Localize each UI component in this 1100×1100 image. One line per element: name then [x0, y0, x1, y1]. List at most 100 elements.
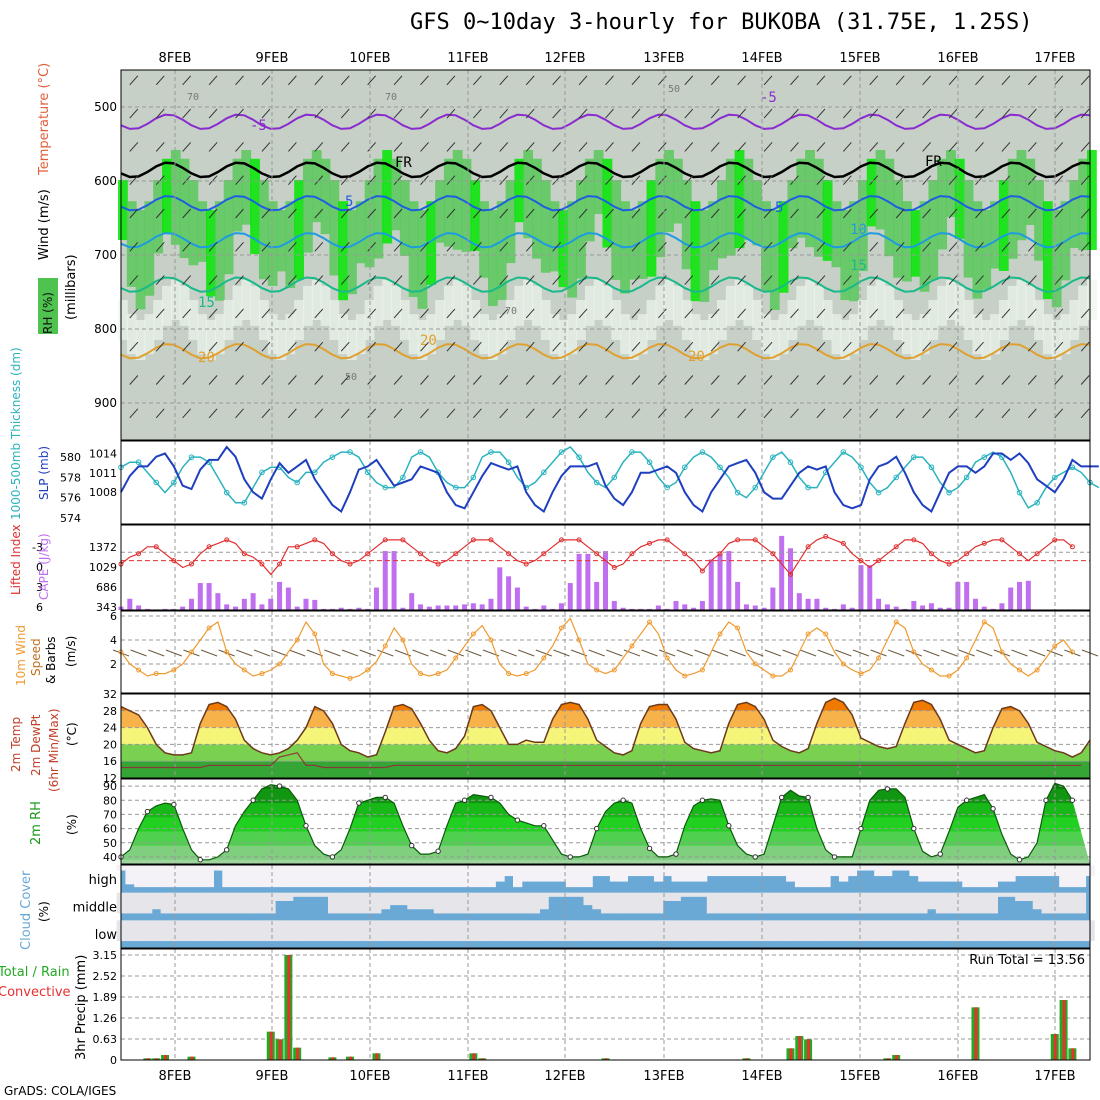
- rh-point: [699, 797, 706, 803]
- cloud-clear-low: [874, 920, 884, 942]
- rh-cell: [981, 210, 992, 290]
- wind-barb: [790, 175, 799, 186]
- thickness-point: [576, 454, 582, 460]
- cloud-clear-middle: [988, 892, 999, 914]
- wind-barb: [816, 341, 826, 352]
- rh-cell: [399, 180, 410, 256]
- wind-barb: [790, 208, 799, 219]
- rh-point: [567, 854, 573, 860]
- rh-point: [805, 794, 811, 801]
- rh-dry-cell: [796, 285, 807, 326]
- rh-dry-cell: [461, 285, 472, 326]
- wind-tick-2: 2: [110, 658, 117, 671]
- li-point: [964, 551, 970, 557]
- wind-barb: [1001, 275, 1011, 285]
- li-point: [312, 537, 318, 543]
- wind-barb: [790, 108, 799, 119]
- wind-speed-point: [488, 637, 494, 643]
- wind-barb: [155, 241, 165, 252]
- cloud-clear-middle: [856, 892, 866, 914]
- ylabel-wind-unit: (m/s): [64, 636, 78, 667]
- rh-cell: [135, 210, 146, 310]
- wind-barb: [525, 308, 535, 319]
- date-label-bottom-11FEB: 11FEB: [447, 1069, 488, 1084]
- wind-barb: [1001, 75, 1011, 86]
- rh-dry-cell: [170, 280, 181, 320]
- cloud-clear-middle: [222, 892, 232, 914]
- thickness-point: [400, 474, 406, 481]
- cloud-clear-low: [416, 920, 426, 942]
- cloud-clear-low: [213, 920, 223, 942]
- wind-barb: [763, 75, 773, 86]
- ylabel-wind-10m: 10m Wind: [14, 625, 28, 686]
- wind-barb: [763, 241, 773, 252]
- ylabel-cape: CAPE (J/kg): [37, 533, 51, 600]
- cloud-clear-middle: [495, 892, 505, 914]
- cloud-clear-low: [151, 920, 162, 942]
- wind-barb: [182, 241, 192, 252]
- surface-wind-barb: [518, 649, 535, 657]
- thickness-point: [752, 484, 759, 491]
- li-point: [576, 537, 582, 543]
- wind-barb: [261, 341, 271, 352]
- wind-barb: [472, 341, 482, 352]
- wind-barb: [420, 375, 429, 385]
- wind-barb: [208, 175, 218, 186]
- cloud-clear-middle: [909, 892, 919, 914]
- cloud-clear-high: [372, 865, 382, 888]
- rh-dry-cell: [294, 300, 304, 340]
- wind-barb: [842, 208, 852, 219]
- cape-bar: [523, 606, 529, 610]
- wind-barb: [657, 375, 667, 385]
- rh-cell: [188, 180, 199, 266]
- cape-bar: [197, 583, 203, 610]
- cloud-clear-high: [1067, 865, 1078, 888]
- rh-cell: [276, 210, 287, 272]
- date-label-bottom-17FEB: 17FEB: [1034, 1069, 1075, 1084]
- rh-dry-cell: [206, 320, 216, 360]
- thickness-point: [611, 474, 618, 481]
- wind-barb: [1027, 142, 1037, 152]
- cloud-clear-low: [583, 920, 593, 942]
- wind-barb: [975, 241, 984, 252]
- cloud-clear-low: [794, 920, 805, 942]
- wind-barb: [287, 308, 297, 319]
- rh-cell: [153, 180, 164, 254]
- wind-speed-line: [120, 617, 1073, 680]
- thickness-point: [329, 454, 336, 460]
- li-point: [999, 537, 1005, 543]
- pressure-tick-800: 800: [94, 322, 117, 336]
- rh-band-0: [121, 856, 1090, 864]
- cloud-clear-high: [336, 865, 347, 888]
- wind-barb: [1080, 208, 1090, 219]
- rh-dry-cell: [179, 285, 190, 326]
- precip-conv-bar: [278, 1039, 282, 1060]
- rh-dry-cell: [479, 314, 489, 355]
- wind-barb: [763, 275, 773, 285]
- wind-speed-point: [294, 637, 300, 643]
- rh-dry-cell: [338, 314, 349, 355]
- wind-barb: [631, 208, 641, 219]
- cloud-clear-high: [1015, 865, 1025, 877]
- li-point: [805, 544, 811, 550]
- li-point: [541, 551, 547, 557]
- wind-barb: [1054, 308, 1064, 319]
- cloud-clear-middle: [680, 892, 690, 897]
- wind-barb: [208, 375, 218, 385]
- wind-barb: [1001, 408, 1011, 419]
- rh-dry-cell: [373, 285, 384, 326]
- cape-tick-686: 686: [96, 581, 117, 594]
- cape-bar: [453, 605, 459, 610]
- rh-cell: [311, 150, 322, 223]
- wind-barb: [657, 142, 667, 152]
- rh-dry-cell: [831, 314, 842, 355]
- wind-barb: [657, 241, 667, 252]
- li-point: [506, 551, 512, 557]
- cloud-clear-low: [275, 920, 285, 942]
- cloud-clear-low: [645, 920, 655, 942]
- cloud-clear-low: [539, 920, 549, 942]
- thickness-point: [1016, 489, 1023, 496]
- cape-bar: [567, 583, 573, 610]
- cloud-clear-middle: [248, 892, 259, 914]
- cape-bar: [144, 608, 150, 610]
